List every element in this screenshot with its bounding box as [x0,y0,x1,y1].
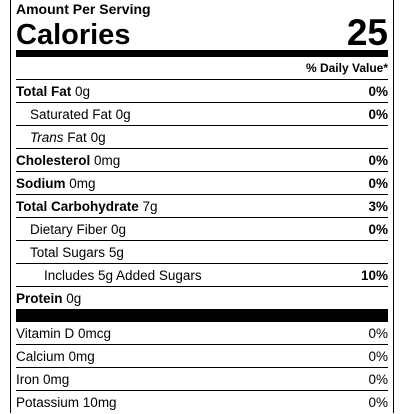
nutrient-name: Potassium 10mg [16,391,117,413]
nutrient-row: Trans Fat 0g [16,125,388,148]
daily-value: 0% [368,84,388,99]
nutrient-row: Saturated Fat 0g 0% [16,102,388,125]
nutrient-row: Dietary Fiber 0g 0% [16,217,388,240]
calories-label: Calories [16,19,131,51]
amount: 0mcg [78,326,112,341]
nutrient-name: Total Carbohydrate 7g [16,195,158,217]
nutrient-row: Total Fat 0g 0% [16,79,388,102]
amount: 0g [75,84,91,99]
daily-value-heading: % Daily Value* [305,61,388,75]
label: Saturated Fat [30,107,112,122]
nutrient-row: Total Sugars 5g [16,240,388,263]
nutrient-name: Total Sugars 5g [30,241,124,263]
nutrient-row: Cholesterol 0mg 0% [16,148,388,171]
label: Total Sugars [30,245,106,260]
nutrient-name: Dietary Fiber 0g [30,218,126,240]
nutrients: Total Fat 0g 0% Saturated Fat 0g 0% Trans Fa… [16,79,388,309]
daily-value: 0% [368,326,388,341]
nutrient-row: Calcium 0mg 0% [16,344,388,367]
label: Total Carbohydrate [16,199,139,214]
label: Fat [67,130,87,145]
vitamins: Vitamin D 0mcg 0% Calcium 0mg 0% Iron 0mg 0% P… [16,322,388,413]
nutrient-name: Vitamin D 0mcg [16,322,111,344]
amount: 10mg [82,395,117,410]
amount: 7g [142,199,158,214]
nutrient-name: Trans Fat 0g [30,126,106,148]
label: Includes 5g Added Sugars [44,268,202,283]
nutrient-row: Vitamin D 0mcg 0% [16,322,388,344]
nutrient-row: Protein 0g [16,286,388,309]
nutrient-row: Potassium 10mg 0% [16,390,388,413]
nutrient-row: Sodium 0mg 0% [16,171,388,194]
daily-value: 0% [368,176,388,191]
label: Dietary Fiber [30,222,108,237]
daily-value: 0% [368,395,388,410]
nutrient-name: Calcium 0mg [16,345,95,367]
daily-value: 3% [368,199,388,214]
nutrient-name: Includes 5g Added Sugars [44,264,202,286]
amount: 5g [108,245,124,260]
label: Cholesterol [16,153,91,168]
nutrient-name: Saturated Fat 0g [30,103,131,125]
calories-value: 25 [346,12,388,53]
label-italic: Trans [30,130,64,145]
amount: 0g [90,130,106,145]
thick-rule [16,309,388,322]
nutrient-name: Iron 0mg [16,368,69,390]
label: Total Fat [16,84,72,99]
amount: 0mg [69,176,96,191]
nutrient-row: Total Carbohydrate 7g 3% [16,194,388,217]
label: Vitamin D [16,326,75,341]
daily-value: 0% [368,107,388,122]
label: Protein [16,291,63,306]
label: Iron [16,372,40,387]
nutrient-row: Iron 0mg 0% [16,367,388,390]
nutrient-name: Protein 0g [16,287,81,309]
amount: 0mg [68,349,95,364]
label: Sodium [16,176,66,191]
daily-value: 0% [368,153,388,168]
nutrient-name: Total Fat 0g [16,80,90,102]
label: Potassium [16,395,80,410]
amount-per-serving: Amount Per Serving [16,1,151,17]
nutrition-label: Amount Per Serving Calories 25 % Daily V… [10,0,394,413]
nutrient-name: Cholesterol 0mg [16,149,120,171]
amount: 0mg [43,372,70,387]
daily-value: 0% [368,222,388,237]
amount: 0g [66,291,82,306]
daily-value: 10% [360,268,388,283]
daily-value: 0% [368,372,388,387]
nutrient-row: Includes 5g Added Sugars 10% [16,263,388,286]
label: Calcium [16,349,65,364]
amount: 0mg [94,153,121,168]
amount: 0g [111,222,127,237]
calories-row: Calories 25 [16,12,388,57]
amount: 0g [115,107,131,122]
daily-value: 0% [368,349,388,364]
nutrient-name: Sodium 0mg [16,172,96,194]
